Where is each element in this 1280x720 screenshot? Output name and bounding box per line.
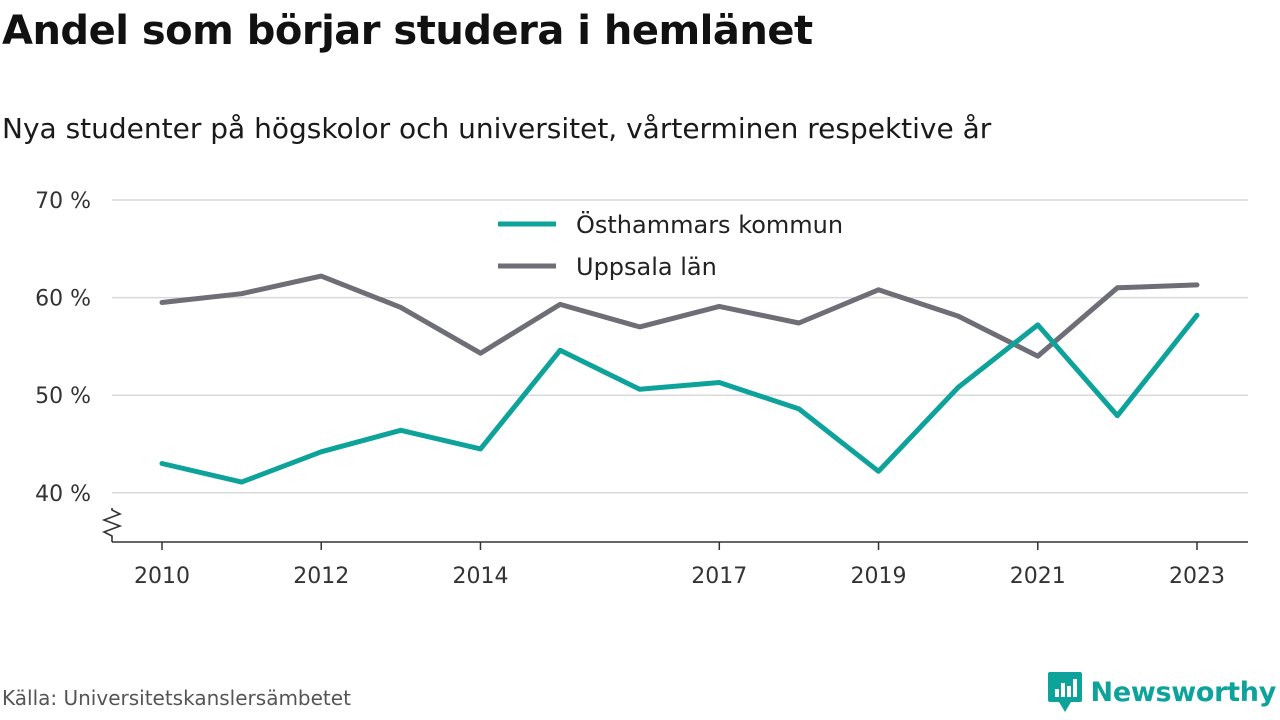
x-tick-label: 2017 bbox=[691, 564, 747, 589]
chart-title: Andel som börjar studera i hemlänet bbox=[2, 8, 813, 54]
newsworthy-logo-icon bbox=[1047, 672, 1082, 712]
brand-name: Newsworthy bbox=[1090, 676, 1277, 708]
x-tick-label: 2023 bbox=[1169, 564, 1225, 589]
series-line bbox=[159, 312, 1200, 485]
legend-label: Östhammars kommun bbox=[576, 210, 843, 239]
y-tick-label: 70 % bbox=[35, 189, 91, 214]
chart-subtitle: Nya studenter på högskolor och universit… bbox=[2, 112, 992, 145]
grid-lines bbox=[112, 199, 1248, 494]
x-tick-label: 2019 bbox=[851, 564, 907, 589]
axis-break-icon bbox=[101, 508, 123, 542]
line-chart: 40 % 50 % 60 % 70 % 2010 2012 2014 2017 2019 2021… bbox=[35, 189, 1248, 589]
legend: Östhammars kommun Uppsala län bbox=[498, 210, 843, 281]
legend-label: Uppsala län bbox=[576, 253, 717, 281]
brand-logo: Newsworthy bbox=[1047, 670, 1276, 714]
axes: 40 % 50 % 60 % 70 % 2010 2012 2014 2017 2019 2021… bbox=[35, 189, 1248, 589]
y-tick-label: 40 % bbox=[35, 482, 91, 507]
source-note: Källa: Universitetskanslersämbetet bbox=[2, 686, 351, 710]
y-tick-label: 60 % bbox=[35, 287, 91, 312]
series-line bbox=[159, 273, 1200, 359]
x-tick-label: 2021 bbox=[1010, 564, 1066, 589]
y-tick-label: 50 % bbox=[35, 384, 91, 409]
x-tick-label: 2014 bbox=[452, 564, 508, 589]
x-tick-label: 2010 bbox=[134, 564, 190, 589]
x-tick-label: 2012 bbox=[293, 564, 349, 589]
series-lines bbox=[159, 273, 1200, 485]
